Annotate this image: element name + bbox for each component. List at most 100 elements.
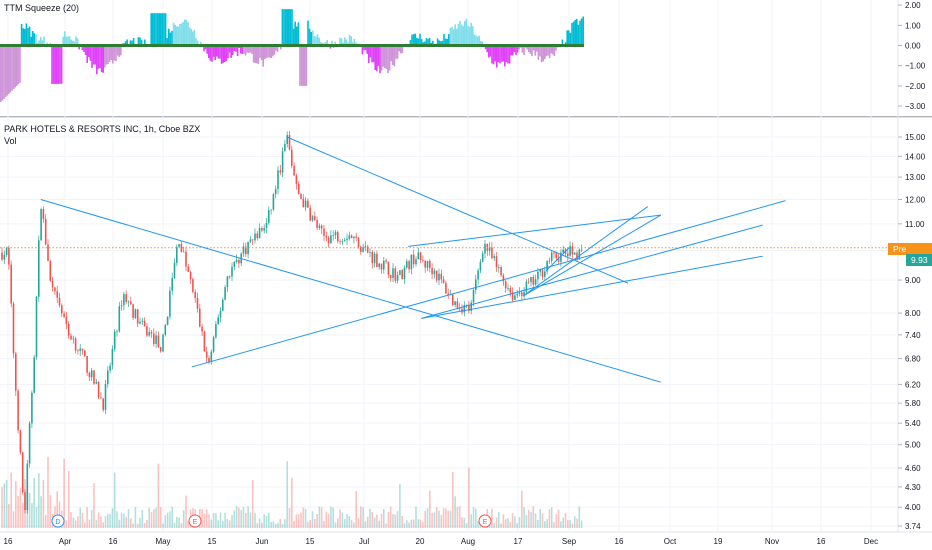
squeeze-bar <box>25 23 28 46</box>
volume-bar <box>247 506 249 528</box>
squeeze-bar <box>499 45 501 64</box>
candle-body <box>136 309 139 324</box>
squeeze-bar <box>488 45 490 58</box>
squeeze-bar <box>240 45 242 54</box>
candle-body <box>38 240 40 297</box>
candle-body <box>385 260 387 262</box>
volume-bar <box>415 506 417 528</box>
volume-bar <box>339 509 341 528</box>
volume-bar <box>449 510 452 528</box>
squeeze-bar <box>305 45 308 86</box>
squeeze-bar <box>217 45 220 59</box>
squeeze-bar <box>144 39 146 46</box>
squeeze-bar <box>344 37 346 46</box>
last-price-badge: 9.93 <box>906 254 932 266</box>
squeeze-bar <box>579 20 581 46</box>
candle-body <box>562 249 564 253</box>
volume-bar <box>74 520 77 528</box>
squeeze-bar <box>184 19 186 46</box>
candle-body <box>346 238 348 241</box>
volume-bar <box>182 510 185 528</box>
squeeze-bar <box>264 45 266 60</box>
squeeze-bar <box>206 45 208 54</box>
x-tick-label: Jul <box>359 537 369 546</box>
squeeze-bar <box>172 22 175 46</box>
candle-body <box>424 260 426 268</box>
candle-body <box>54 287 56 292</box>
candle-body <box>477 270 479 280</box>
candle-body <box>389 274 392 278</box>
candle-body <box>10 264 12 304</box>
volume-bar <box>343 519 346 528</box>
volume-bar <box>573 516 576 528</box>
volume-bar <box>31 503 33 528</box>
candle-body <box>235 259 238 262</box>
volume-bar <box>309 520 311 528</box>
volume-bar <box>541 513 544 528</box>
squeeze-bar <box>561 39 564 46</box>
volume-bar <box>534 513 537 528</box>
volume-bar <box>399 483 401 528</box>
volume-bar <box>79 507 81 528</box>
candle-body <box>553 252 555 254</box>
squeeze-bar <box>150 13 152 46</box>
volume-bar <box>532 506 535 528</box>
candle-body <box>557 258 560 262</box>
volume-bar <box>383 508 385 528</box>
squeeze-bar <box>443 33 445 46</box>
squeeze-bar <box>307 20 309 46</box>
squeeze-bar <box>446 38 448 46</box>
volume-bar <box>249 512 252 528</box>
volume-bar <box>408 522 410 528</box>
candle-body <box>242 246 245 254</box>
volume-bar <box>389 506 392 528</box>
candle-body <box>1 252 3 260</box>
candle-body <box>537 271 539 280</box>
candle-body <box>141 320 144 322</box>
candle-body <box>84 350 86 357</box>
candle-body <box>500 267 502 276</box>
squeeze-bar <box>160 13 162 46</box>
squeeze-bar <box>100 45 103 73</box>
candle-body <box>58 297 61 306</box>
squeeze-bar <box>158 13 160 46</box>
squeeze-bar <box>507 45 509 64</box>
candle-body <box>146 326 148 336</box>
squeeze-bar <box>339 37 341 46</box>
squeeze-bar <box>428 37 431 46</box>
squeeze-bar <box>118 45 120 57</box>
candle-body <box>571 246 574 255</box>
squeeze-bar <box>454 24 456 46</box>
osc-y-tick-label: 2.00 <box>905 1 921 10</box>
squeeze-bar <box>577 24 580 46</box>
squeeze-bar <box>310 32 312 46</box>
squeeze-bar <box>224 45 226 63</box>
volume-bar <box>65 520 68 528</box>
squeeze-bar <box>528 45 530 53</box>
candle-body <box>185 251 187 267</box>
volume-bar <box>300 512 302 528</box>
squeeze-bar <box>352 42 354 46</box>
squeeze-bar <box>254 45 256 63</box>
volume-bar <box>465 523 468 528</box>
volume-bar <box>456 506 459 528</box>
volume-bar <box>302 507 305 528</box>
candle-body <box>70 335 72 340</box>
volume-bar <box>502 514 505 528</box>
squeeze-bar <box>153 13 156 46</box>
x-tick-label: Dec <box>864 537 878 546</box>
candle-body <box>546 260 548 272</box>
event-marker-circle <box>188 514 202 528</box>
candle-body <box>493 256 495 259</box>
squeeze-bar <box>420 38 423 46</box>
squeeze-bar <box>510 45 512 56</box>
volume-bar <box>493 523 495 528</box>
squeeze-bar <box>260 45 263 61</box>
y-tick-label: 8.00 <box>905 309 921 318</box>
volume-bar <box>424 510 426 528</box>
candle-body <box>534 279 537 285</box>
squeeze-bar <box>126 39 128 46</box>
candle-body <box>435 270 438 281</box>
volume-bar <box>235 506 238 528</box>
squeeze-bar <box>425 38 428 46</box>
